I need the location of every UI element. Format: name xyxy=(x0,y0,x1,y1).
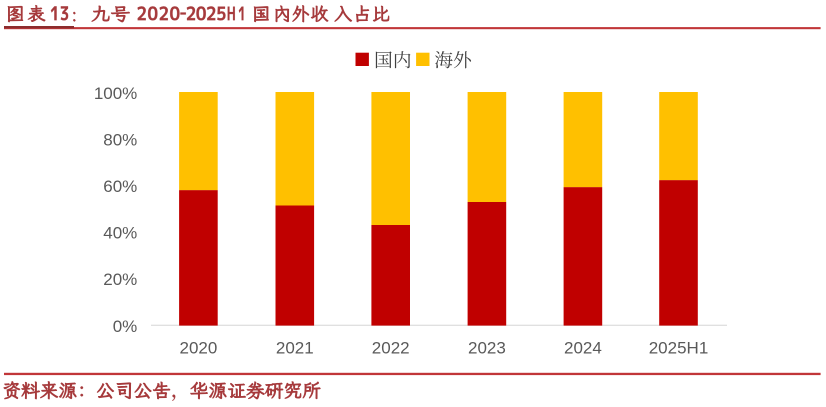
svg-text:0%: 0% xyxy=(113,317,138,336)
svg-text:60%: 60% xyxy=(103,177,137,196)
svg-text:2023: 2023 xyxy=(468,338,506,357)
svg-text:2020: 2020 xyxy=(179,338,217,357)
svg-text:20%: 20% xyxy=(103,270,137,289)
svg-text:2022: 2022 xyxy=(372,338,410,357)
svg-text:2021: 2021 xyxy=(276,338,314,357)
svg-text:40%: 40% xyxy=(103,224,137,243)
svg-text:2025H1: 2025H1 xyxy=(649,338,709,357)
svg-text:80%: 80% xyxy=(103,130,137,149)
svg-text:2024: 2024 xyxy=(564,338,602,357)
svg-text:100%: 100% xyxy=(94,84,137,103)
